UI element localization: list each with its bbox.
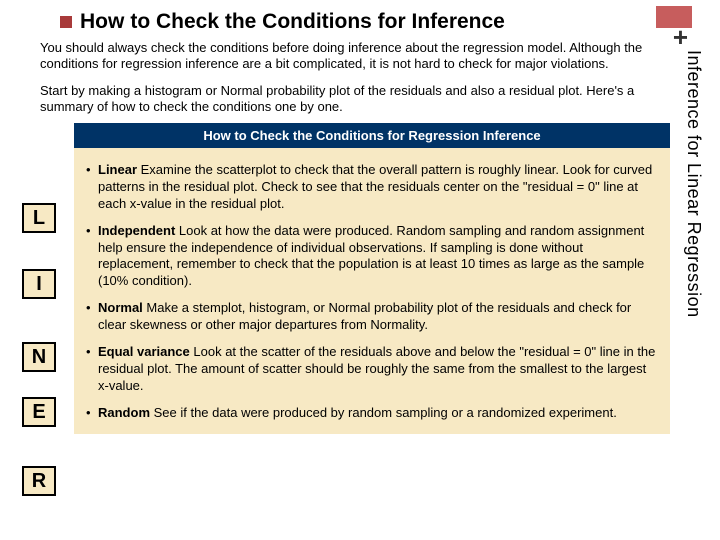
plus-icon: + (673, 22, 688, 53)
condition-linear: Linear Examine the scatterplot to check … (86, 162, 658, 213)
condition-bold: Random (98, 405, 150, 420)
condition-bold: Linear (98, 162, 137, 177)
letter-box-L: L (22, 203, 56, 233)
intro-paragraph-1: You should always check the conditions b… (0, 40, 720, 73)
sidebar-vertical-label: Inference for Linear Regression (683, 50, 704, 318)
conditions-box: Linear Examine the scatterplot to check … (74, 148, 670, 434)
intro-paragraph-2: Start by making a histogram or Normal pr… (0, 83, 720, 116)
letter-box-E: E (22, 397, 56, 427)
letter-box-I: I (22, 269, 56, 299)
condition-bold: Normal (98, 300, 143, 315)
condition-equal-variance: Equal variance Look at the scatter of th… (86, 344, 658, 395)
condition-independent: Independent Look at how the data were pr… (86, 223, 658, 291)
letter-box-R: R (22, 466, 56, 496)
title-bullet-icon (60, 16, 72, 28)
title-word-1: How (80, 10, 124, 34)
condition-random: Random See if the data were produced by … (86, 405, 658, 422)
condition-bold: Equal variance (98, 344, 190, 359)
letter-column: L I N E R (22, 203, 56, 496)
condition-text: See if the data were produced by random … (150, 405, 617, 420)
condition-text: Make a stemplot, histogram, or Normal pr… (98, 300, 631, 332)
slide-title: How to Check the Conditions for Inferenc… (0, 0, 720, 40)
letter-box-N: N (22, 342, 56, 372)
condition-text: Examine the scatterplot to check that th… (98, 162, 652, 211)
condition-normal: Normal Make a stemplot, histogram, or No… (86, 300, 658, 334)
condition-bold: Independent (98, 223, 175, 238)
title-rest: to Check the Conditions for Inference (130, 10, 505, 34)
conditions-subheader: How to Check the Conditions for Regressi… (74, 123, 670, 148)
condition-text: Look at how the data were produced. Rand… (98, 223, 644, 289)
